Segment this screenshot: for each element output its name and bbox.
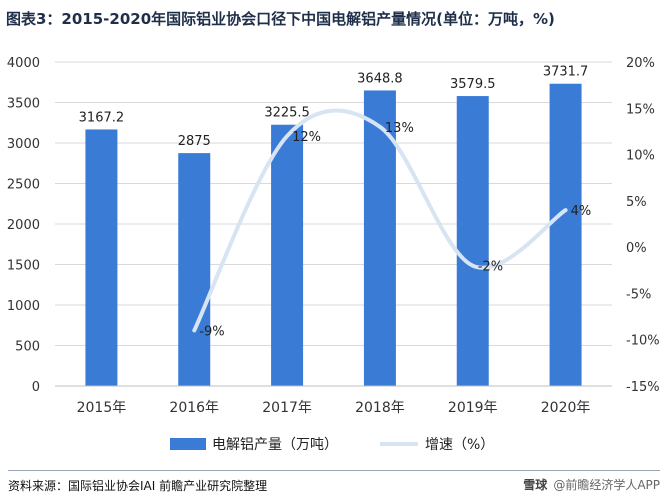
x-axis-tick-label: 2016年 — [169, 400, 219, 416]
watermark-logo: 雪球 — [523, 478, 548, 492]
left-axis-tick-label: 1500 — [7, 259, 40, 274]
left-axis-tick-label: 2000 — [7, 218, 40, 233]
left-axis-tick-label: 1000 — [7, 299, 40, 314]
footer-divider — [8, 470, 660, 471]
watermark: 雪球 @前瞻经济学人APP — [523, 476, 660, 493]
bar-value-label: 3648.8 — [357, 71, 403, 86]
x-axis-tick-label: 2019年 — [448, 400, 498, 416]
bar-value-label: 3731.7 — [543, 65, 589, 80]
line-value-label: 13% — [385, 121, 414, 136]
line-value-label: 12% — [292, 130, 321, 145]
x-axis-tick-label: 2020年 — [541, 400, 591, 416]
legend-label-line: 增速（%） — [425, 437, 494, 453]
chart: 0 500 1000 1500 2000 2500 3000 3500 4000 -15% -10%… — [7, 56, 660, 453]
left-axis-tick-label: 3000 — [7, 137, 40, 152]
left-axis-tick-label: 500 — [15, 340, 40, 355]
right-axis-tick-label: 15% — [626, 102, 655, 117]
x-axis-tick-label: 2015年 — [77, 400, 127, 416]
source-note: 资料来源：国际铝业协会IAI 前瞻产业研究院整理 — [8, 479, 268, 493]
right-axis-tick-label: 0% — [626, 241, 647, 256]
bar — [549, 83, 582, 386]
growth-line — [192, 108, 568, 333]
x-axis-tick-label: 2018年 — [355, 400, 405, 416]
bar-value-label: 3167.2 — [79, 110, 125, 125]
right-axis-tick-label: 20% — [626, 56, 655, 71]
right-axis-tick-label: -10% — [626, 334, 660, 349]
bar — [271, 124, 304, 386]
legend-swatch-bar — [170, 438, 206, 450]
bar — [178, 153, 211, 386]
right-axis-tick-label: 5% — [626, 195, 647, 210]
legend-label-bar: 电解铝产量（万吨） — [212, 437, 338, 453]
bar-value-label: 3225.5 — [264, 106, 310, 121]
line-value-label: -2% — [478, 260, 503, 275]
bar — [456, 96, 489, 387]
line-value-label: 4% — [571, 204, 592, 219]
chart-title: 图表3：2015-2020年国际铝业协会口径下中国电解铝产量情况(单位：万吨，%… — [6, 10, 555, 28]
right-axis-tick-label: -15% — [626, 380, 660, 395]
bar-value-label: 2875 — [178, 134, 211, 149]
watermark-text: @前瞻经济学人APP — [553, 478, 660, 492]
right-axis-tick-label: 10% — [626, 149, 655, 164]
bar — [85, 129, 118, 387]
left-axis-tick-label: 4000 — [7, 56, 40, 71]
right-axis-tick-label: -5% — [626, 287, 651, 302]
left-axis-tick-label: 2500 — [7, 178, 40, 193]
x-axis-tick-label: 2017年 — [262, 400, 312, 416]
left-axis-tick-label: 3500 — [7, 97, 40, 112]
left-axis-tick-label: 0 — [32, 380, 40, 395]
bar-value-label: 3579.5 — [450, 77, 496, 92]
line-value-label: -9% — [199, 324, 224, 339]
